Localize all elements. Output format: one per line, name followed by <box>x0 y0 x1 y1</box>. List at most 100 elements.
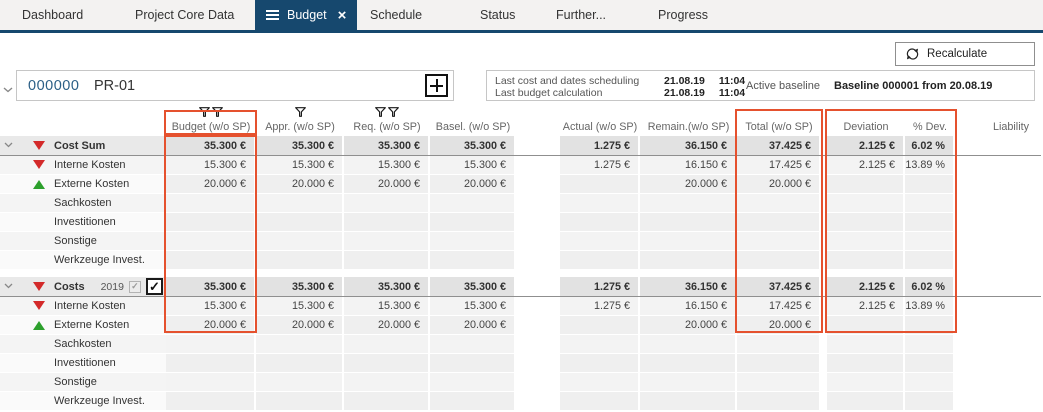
cell-req[interactable]: 15.300 € <box>344 156 430 175</box>
cell-budget[interactable]: 15.300 € <box>166 297 256 316</box>
cell-actual[interactable]: 1.275 € <box>560 277 640 296</box>
cell-pdev[interactable] <box>905 335 955 354</box>
cell-basel[interactable]: 15.300 € <box>430 156 516 175</box>
add-button[interactable] <box>425 74 448 97</box>
cell-dev[interactable] <box>827 335 905 354</box>
column-header-remain[interactable]: Remain.(w/o SP) <box>647 120 730 133</box>
cell-remain[interactable] <box>640 373 737 392</box>
tab-status[interactable]: Status <box>480 0 515 30</box>
filter-indicator-appr[interactable] <box>256 107 344 117</box>
cell-req[interactable] <box>344 354 430 373</box>
cell-pdev[interactable]: 13.89 % <box>905 156 955 175</box>
cell-remain[interactable]: 36.150 € <box>640 277 737 296</box>
cell-basel[interactable] <box>430 194 516 213</box>
cell-dev[interactable]: 2.125 € <box>827 297 905 316</box>
cell-basel[interactable] <box>430 251 516 270</box>
cell-remain[interactable]: 20.000 € <box>640 175 737 194</box>
cell-total[interactable]: 37.425 € <box>737 136 821 155</box>
cell-total[interactable] <box>737 194 821 213</box>
cell-appr[interactable] <box>256 354 344 373</box>
cell-dev[interactable] <box>827 175 905 194</box>
cell-dev[interactable]: 2.125 € <box>827 136 905 155</box>
row-label-cell[interactable]: Interne Kosten <box>0 297 166 316</box>
cell-appr[interactable] <box>256 251 344 270</box>
cell-req[interactable] <box>344 232 430 251</box>
cell-remain[interactable] <box>640 335 737 354</box>
chevron-down-icon[interactable] <box>4 283 13 289</box>
tab-further[interactable]: Further... <box>556 0 606 30</box>
chevron-down-icon[interactable] <box>4 142 13 148</box>
column-header-liability[interactable]: Liability <box>992 120 1029 133</box>
cell-actual[interactable]: 1.275 € <box>560 136 640 155</box>
cell-liability[interactable] <box>963 392 1041 411</box>
table-row[interactable]: Interne Kosten 15.300 €15.300 €15.300 €15… <box>0 297 1041 316</box>
cell-appr[interactable] <box>256 213 344 232</box>
row-label-cell[interactable]: Externe Kosten <box>0 316 166 335</box>
cell-req[interactable] <box>344 251 430 270</box>
column-header-pdev[interactable]: % Dev. <box>913 120 947 133</box>
cell-basel[interactable]: 15.300 € <box>430 297 516 316</box>
cell-liability[interactable] <box>963 136 1041 155</box>
cell-remain[interactable]: 16.150 € <box>640 156 737 175</box>
table-row[interactable]: Investitionen <box>0 354 1041 373</box>
cell-budget[interactable] <box>166 251 256 270</box>
hamburger-icon[interactable] <box>266 10 279 20</box>
cell-budget[interactable]: 15.300 € <box>166 156 256 175</box>
cell-budget[interactable] <box>166 213 256 232</box>
cell-remain[interactable]: 20.000 € <box>640 316 737 335</box>
active-checkbox-checked[interactable]: ✓ <box>145 278 163 295</box>
table-row[interactable]: Interne Kosten 15.300 €15.300 €15.300 €15… <box>0 156 1041 175</box>
cell-dev[interactable] <box>827 373 905 392</box>
cell-remain[interactable] <box>640 232 737 251</box>
cell-liability[interactable] <box>963 232 1041 251</box>
cell-total[interactable] <box>737 354 821 373</box>
table-row[interactable]: Sonstige <box>0 373 1041 392</box>
cell-actual[interactable] <box>560 175 640 194</box>
row-label-cell[interactable]: Costs 2019 ✓ ✓ <box>0 277 166 296</box>
cell-total[interactable] <box>737 232 821 251</box>
tab-schedule[interactable]: Schedule <box>370 0 422 30</box>
cell-remain[interactable] <box>640 354 737 373</box>
column-header-total[interactable]: Total (w/o SP) <box>745 120 813 133</box>
cell-appr[interactable] <box>256 194 344 213</box>
tab-budget[interactable]: Budget × <box>255 0 358 30</box>
cell-dev[interactable] <box>827 354 905 373</box>
row-label-cell[interactable]: Externe Kosten <box>0 175 166 194</box>
cell-basel[interactable] <box>430 373 516 392</box>
cell-remain[interactable]: 16.150 € <box>640 297 737 316</box>
cell-actual[interactable]: 1.275 € <box>560 297 640 316</box>
cell-dev[interactable] <box>827 232 905 251</box>
cell-basel[interactable]: 35.300 € <box>430 277 516 296</box>
cell-pdev[interactable] <box>905 373 955 392</box>
table-row[interactable]: Externe Kosten 20.000 €20.000 €20.000 €20… <box>0 175 1041 194</box>
cell-basel[interactable] <box>430 213 516 232</box>
cell-remain[interactable]: 36.150 € <box>640 136 737 155</box>
cell-actual[interactable] <box>560 335 640 354</box>
cell-budget[interactable]: 35.300 € <box>166 277 256 296</box>
tab-project-core-data[interactable]: Project Core Data <box>135 0 234 30</box>
project-header[interactable]: 000000 PR-01 <box>16 70 454 101</box>
cell-dev[interactable] <box>827 194 905 213</box>
cell-appr[interactable] <box>256 335 344 354</box>
row-label-cell[interactable]: Sonstige <box>0 373 166 392</box>
cell-basel[interactable] <box>430 232 516 251</box>
cell-pdev[interactable] <box>905 354 955 373</box>
cell-budget[interactable] <box>166 194 256 213</box>
cell-req[interactable]: 20.000 € <box>344 316 430 335</box>
table-row[interactable]: Werkzeuge Invest. <box>0 392 1041 411</box>
cell-actual[interactable]: 1.275 € <box>560 156 640 175</box>
cell-liability[interactable] <box>963 354 1041 373</box>
cell-total[interactable]: 17.425 € <box>737 297 821 316</box>
column-header-req[interactable]: Req. (w/o SP) <box>353 120 421 133</box>
cell-total[interactable] <box>737 373 821 392</box>
column-header-dev[interactable]: Deviation <box>843 120 889 133</box>
cell-req[interactable]: 35.300 € <box>344 136 430 155</box>
cell-pdev[interactable]: 13.89 % <box>905 297 955 316</box>
cell-actual[interactable] <box>560 213 640 232</box>
filter-indicator-req[interactable] <box>344 107 430 117</box>
row-label-cell[interactable]: Werkzeuge Invest. <box>0 392 166 411</box>
row-label-cell[interactable]: Cost Sum <box>0 136 166 155</box>
table-row[interactable]: Externe Kosten 20.000 €20.000 €20.000 €20… <box>0 316 1041 335</box>
project-expander-chevron-down-icon[interactable] <box>3 80 13 98</box>
cell-req[interactable]: 20.000 € <box>344 175 430 194</box>
